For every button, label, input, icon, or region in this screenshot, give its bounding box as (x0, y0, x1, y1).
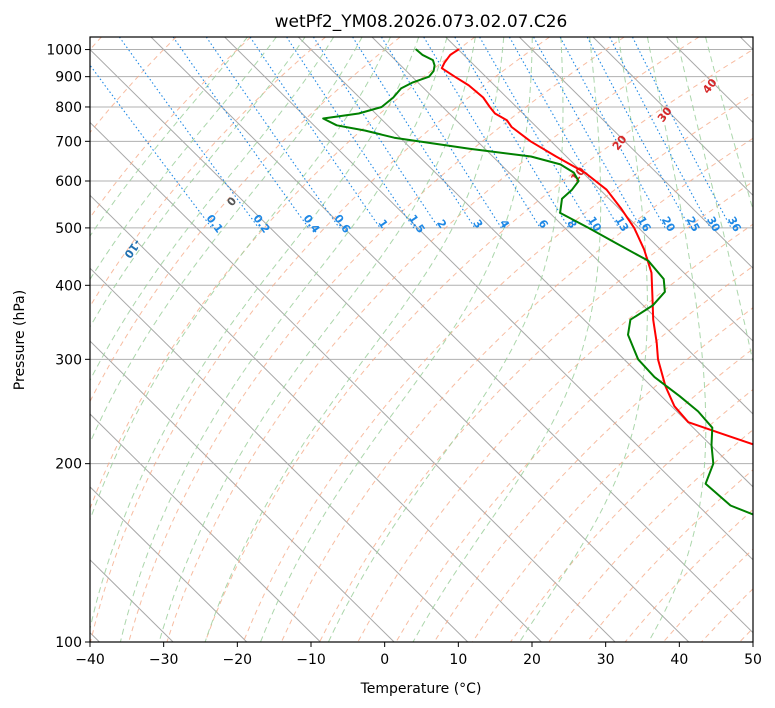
moist-adiabat-line (260, 37, 533, 642)
moist-adiabat-line (705, 37, 753, 212)
y-tick-label: 900 (55, 70, 82, 86)
isotherm-line (90, 121, 616, 642)
background-lines (90, 37, 753, 642)
dry-adiabat-line (471, 348, 753, 642)
moist-adiabat-line (90, 37, 363, 444)
moist-adiabat-line (158, 37, 476, 642)
mixing-ratio-line (286, 37, 415, 229)
isotherm-line (224, 37, 753, 561)
isotherm-line (90, 267, 469, 642)
moist-adiabat-line (519, 37, 648, 642)
moist-adiabat-line (90, 37, 306, 328)
isotherm-line (445, 37, 753, 342)
moist-adiabat-line (676, 37, 753, 365)
dry-adiabat-line (128, 37, 625, 642)
plot-area (90, 37, 753, 642)
dry-adiabat-line (90, 37, 476, 511)
mixing-ratio-line (352, 37, 476, 229)
dry-adiabat-line (433, 307, 753, 642)
dewpoint-profile-line (322, 48, 753, 516)
moist-adiabat-line (90, 37, 248, 237)
moist-adiabat-line (327, 37, 564, 642)
x-tick-label: −30 (149, 652, 179, 668)
x-tick-label: −40 (75, 652, 105, 668)
dry-adiabat-line (319, 181, 753, 642)
mixing-ratio-line (533, 37, 642, 229)
mixing-ratio-line (559, 37, 666, 229)
plot-frame-rect (89, 36, 754, 643)
isotherm-line (90, 48, 690, 642)
y-axis-label: Pressure (hPa) (12, 290, 28, 390)
dry-adiabat-line (280, 137, 753, 642)
chart-title: wetPf2_YM08.2026.073.02.07.C26 (275, 12, 568, 32)
plot-background (90, 37, 753, 642)
x-tick-label: 40 (670, 652, 688, 668)
y-tick-label: 600 (55, 174, 82, 190)
x-tick-label: −10 (296, 652, 326, 668)
x-tick-label: 30 (597, 652, 615, 668)
plot-frame (89, 36, 754, 643)
dry-adiabat-line (90, 37, 252, 219)
mixing-ratio-line (312, 37, 440, 229)
mixing-ratio-label: 25 (684, 214, 703, 234)
dry-adiabat-line (90, 37, 550, 642)
x-tick-label: 10 (449, 652, 467, 668)
mixing-ratio-line (249, 37, 381, 229)
x-axis: −40 −30 −20 −10 0 10 20 30 40 50 (75, 642, 762, 668)
moist-adiabat-line (646, 37, 707, 642)
dry-adiabat-line (357, 223, 753, 642)
y-tick-label: 100 (55, 635, 82, 651)
isotherm-line (592, 37, 753, 197)
y-axis: 100 200 300 400 500 600 700 800 900 1000 (46, 43, 90, 651)
mixing-ratio-line (586, 37, 691, 229)
moist-adiabat-line (204, 37, 505, 642)
moist-adiabat-line (119, 37, 448, 642)
mixing-ratio-line (423, 37, 541, 229)
x-tick-label: 0 (380, 652, 389, 668)
y-tick-label: 500 (55, 221, 82, 237)
y-tick-label: 300 (55, 352, 82, 368)
moist-adiabat-line (412, 37, 602, 642)
y-tick-label: 200 (55, 457, 82, 473)
x-tick-label: 20 (523, 652, 541, 668)
isotherm-line (90, 413, 321, 642)
sounding-profiles (322, 48, 753, 516)
mixing-ratio-line (205, 37, 340, 229)
mixing-ratio-line (172, 37, 310, 229)
dry-adiabat-line (90, 37, 401, 403)
isotherm-line (518, 37, 753, 269)
moist-adiabat-line (90, 37, 277, 281)
y-tick-label: 700 (55, 134, 82, 150)
y-tick-label: 400 (55, 278, 82, 294)
moist-adiabat-line (90, 37, 420, 631)
dry-adiabat-line (90, 37, 177, 134)
moist-adiabat-line (90, 37, 391, 522)
dry-adiabat-line (90, 37, 326, 308)
dry-adiabat-line (204, 49, 753, 642)
x-axis-label: Temperature (°C) (360, 681, 482, 697)
x-tick-label: 50 (744, 652, 762, 668)
mixing-ratio-line (118, 37, 260, 229)
mixing-ratio-line (90, 64, 213, 229)
dry-adiabat-line (166, 37, 700, 642)
isotherm-line (150, 37, 753, 634)
y-tick-label: 800 (55, 100, 82, 116)
moist-adiabat-line (90, 37, 335, 382)
dry-adiabat-line (242, 93, 753, 642)
x-tick-label: −20 (223, 652, 253, 668)
isotherm-line (90, 486, 248, 642)
isotherm-line (90, 194, 542, 642)
y-tick-label: 1000 (46, 43, 82, 59)
isotherm-line (371, 37, 753, 415)
